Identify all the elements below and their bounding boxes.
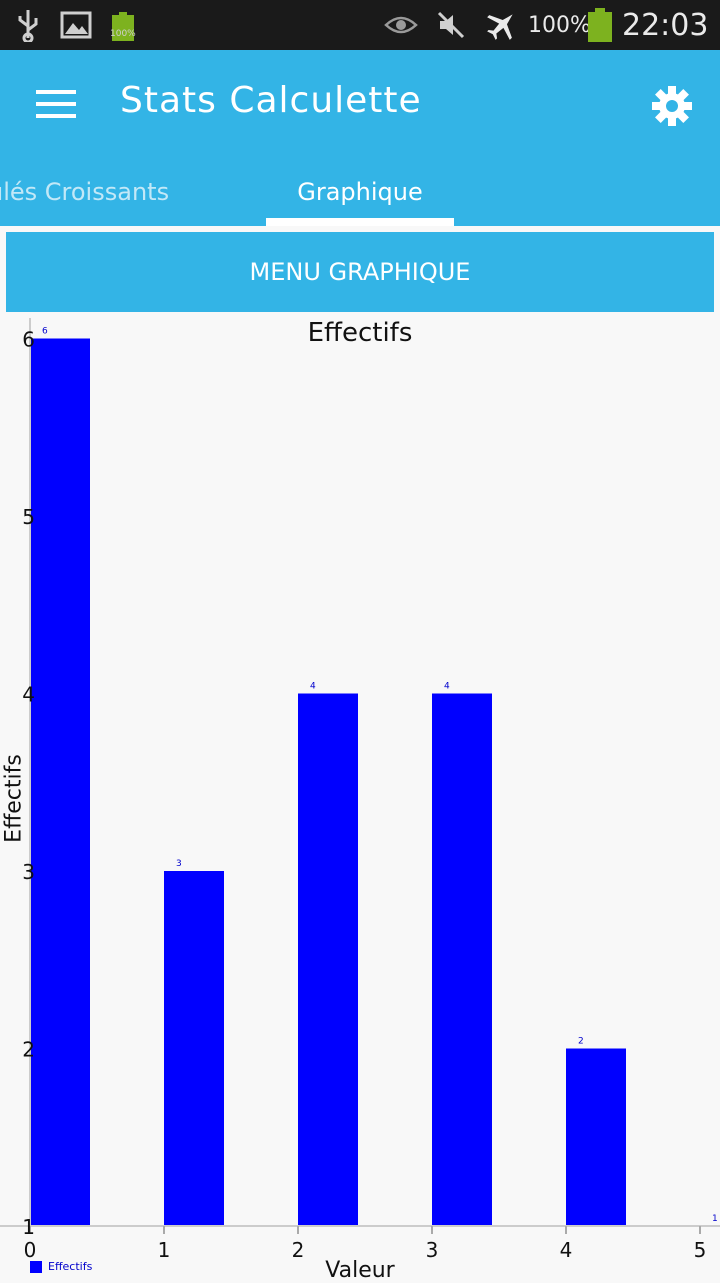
- gear-icon[interactable]: [650, 84, 694, 128]
- bar-1: [164, 871, 224, 1226]
- tab-indicator: [266, 218, 454, 226]
- eye-icon: [384, 0, 418, 50]
- y-tick-label-5: 5: [22, 505, 35, 529]
- x-tick-label-1: 1: [158, 1238, 171, 1262]
- x-tick-label-0: 0: [24, 1238, 37, 1262]
- y-axis-title: Effectifs: [1, 754, 27, 843]
- mute-icon: [436, 0, 466, 50]
- data-label-1: 3: [176, 859, 182, 869]
- hamburger-menu-icon[interactable]: [36, 90, 76, 120]
- data-label-2: 4: [310, 682, 316, 692]
- battery-small-text: 100%: [110, 28, 136, 39]
- y-tick-label-2: 2: [22, 1038, 35, 1062]
- image-icon: [60, 0, 92, 50]
- app-bar: Stats Calculette ulés Croissants Graphiq…: [0, 50, 720, 226]
- bar-4: [566, 1048, 626, 1226]
- legend-label: Effectifs: [48, 1260, 93, 1273]
- y-tick-label-1: 1: [22, 1215, 35, 1239]
- legend: Effectifs: [30, 1260, 92, 1273]
- x-tick-label-3: 3: [426, 1238, 439, 1262]
- y-tick-label-4: 4: [22, 683, 35, 707]
- battery-small-icon: 100%: [110, 0, 136, 50]
- airplane-icon: [484, 0, 520, 50]
- data-label-5: 1: [712, 1214, 718, 1224]
- bar-2: [298, 693, 358, 1226]
- chart-title: Effectifs: [307, 318, 413, 348]
- usb-icon: [16, 0, 40, 50]
- data-label-3: 4: [444, 682, 450, 692]
- battery-icon: [588, 0, 612, 50]
- x-tick-label-4: 4: [560, 1238, 573, 1262]
- menu-graphique-button[interactable]: MENU GRAPHIQUE: [6, 232, 714, 312]
- bar-0: [30, 338, 90, 1226]
- x-axis-title: Valeur: [325, 1258, 395, 1283]
- x-tick-label-5: 5: [694, 1238, 707, 1262]
- tab-cumules-croissants[interactable]: ulés Croissants: [0, 178, 170, 206]
- tab-graphique[interactable]: Graphique: [297, 178, 423, 206]
- app-title: Stats Calculette: [120, 80, 422, 121]
- y-tick-label-3: 3: [22, 860, 35, 884]
- data-label-4: 2: [578, 1037, 584, 1047]
- legend-swatch: [30, 1260, 42, 1273]
- clock: 22:03: [622, 7, 709, 43]
- bar-3: [432, 693, 492, 1226]
- status-bar: 100% 100% 22:03: [0, 0, 720, 50]
- battery-percent: 100%: [528, 12, 591, 38]
